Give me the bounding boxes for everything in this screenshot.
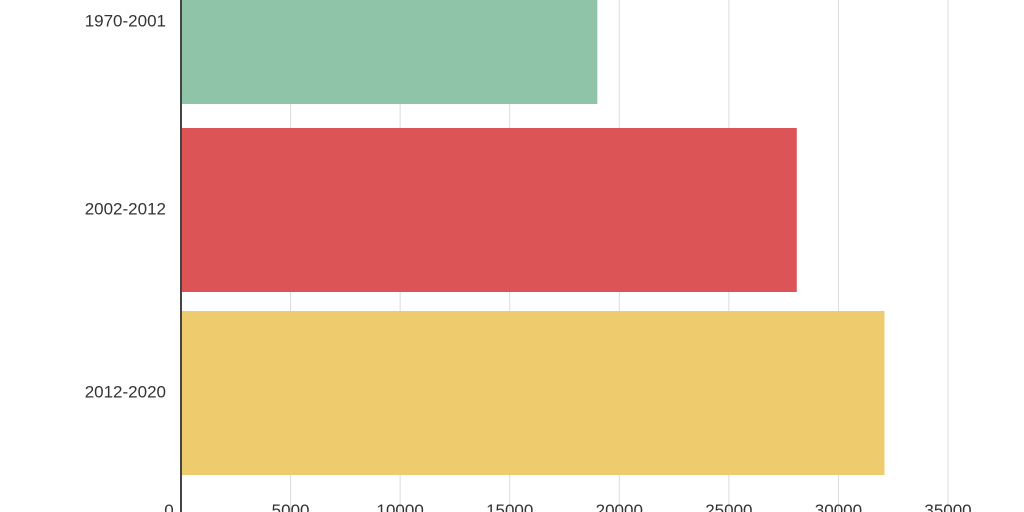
- bar-2012-2020: [181, 311, 885, 475]
- x-tick-label-30000: 30000: [815, 501, 862, 512]
- x-tick-label-10000: 10000: [377, 501, 424, 512]
- category-label-1970-2001: 1970-2001: [85, 11, 166, 30]
- category-labels: 1970-2001 2002-2012 2012-2020: [85, 11, 166, 401]
- x-tick-label-15000: 15000: [486, 501, 533, 512]
- x-tick-label-25000: 25000: [705, 501, 752, 512]
- bars: [181, 0, 885, 475]
- x-tick-label-35000: 35000: [924, 501, 971, 512]
- x-tick-label-20000: 20000: [596, 501, 643, 512]
- category-label-2002-2012: 2002-2012: [85, 199, 166, 218]
- x-tick-label-5000: 5000: [272, 501, 310, 512]
- x-tick-label-0: 0: [164, 501, 173, 512]
- bar-2002-2012: [181, 128, 797, 292]
- x-tick-labels: 0 5000 10000 15000 20000 25000 30000 35000: [164, 501, 971, 512]
- category-label-2012-2020: 2012-2020: [85, 382, 166, 401]
- bar-1970-2001: [181, 0, 598, 104]
